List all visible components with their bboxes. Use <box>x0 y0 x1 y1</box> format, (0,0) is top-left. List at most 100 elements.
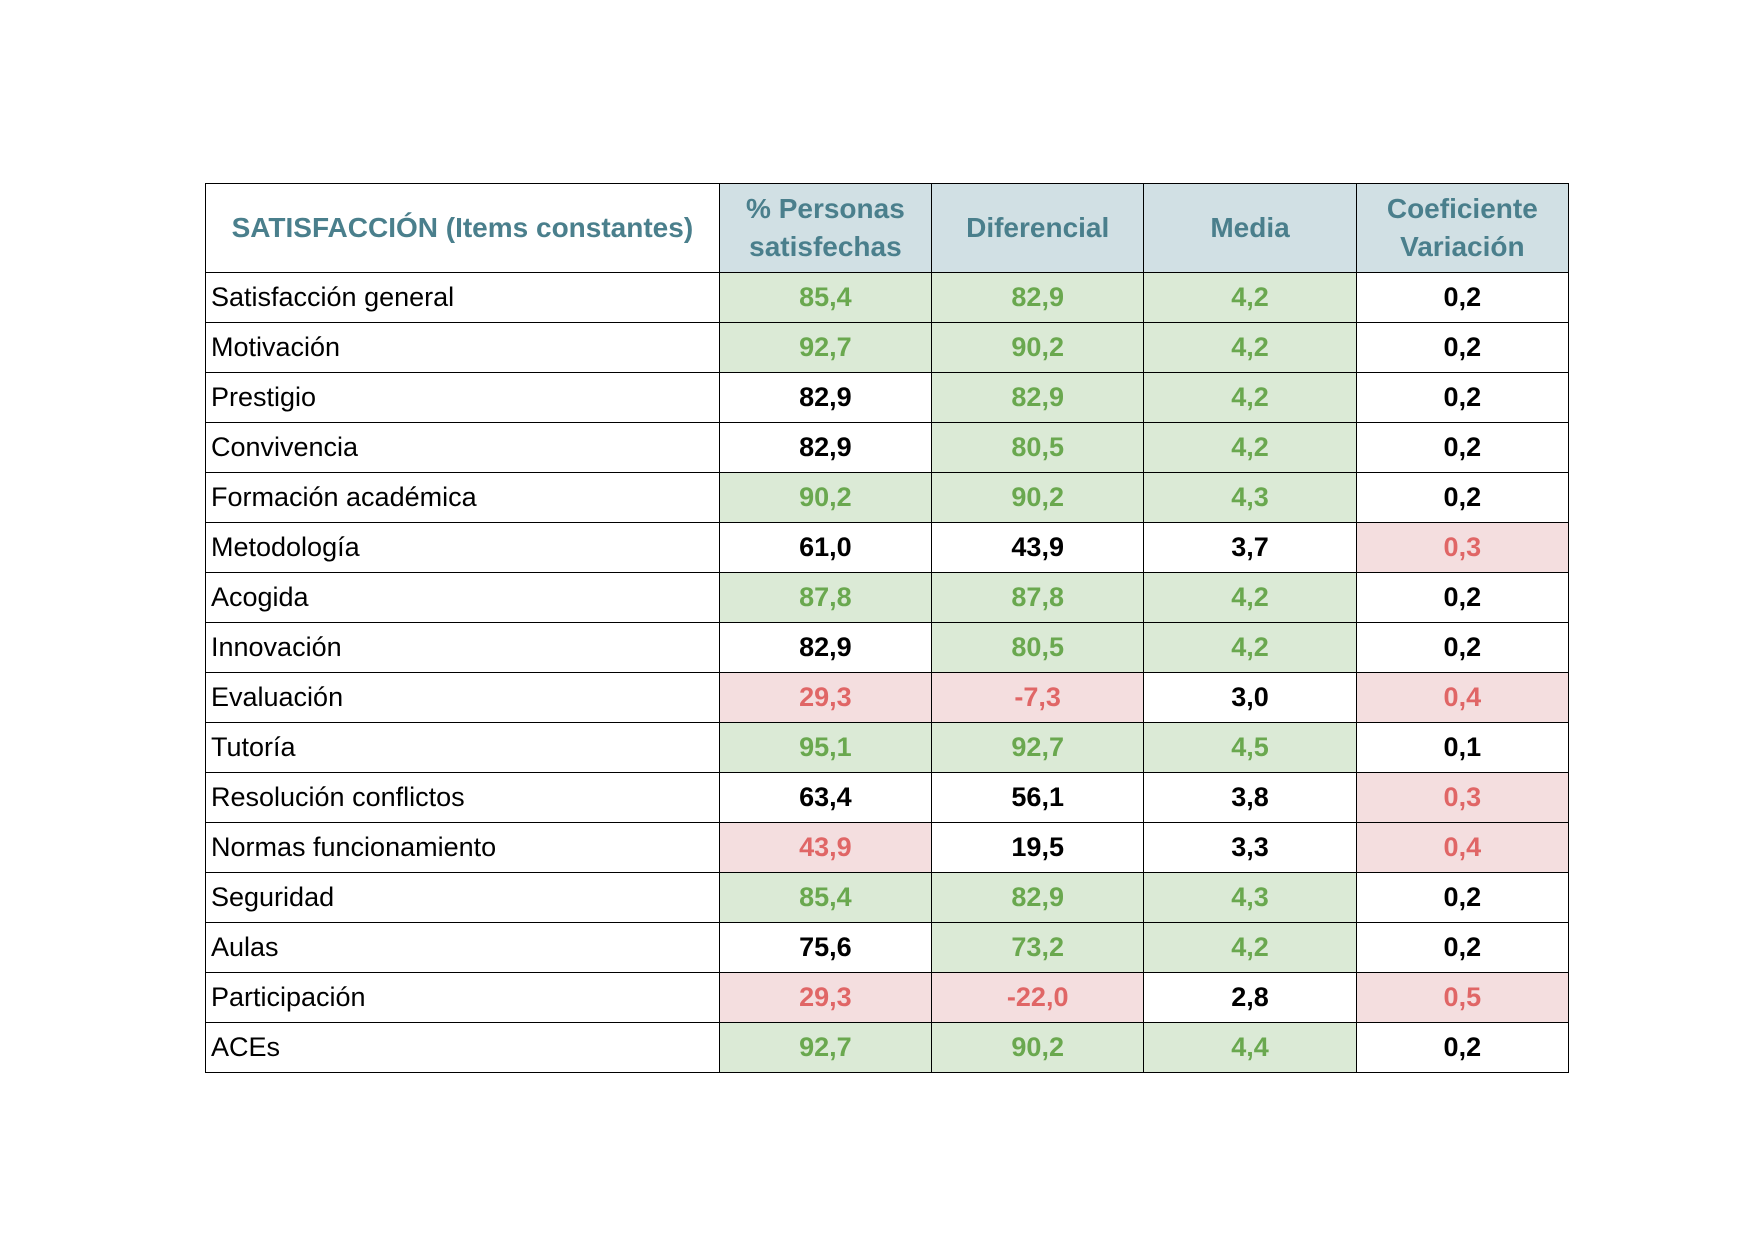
mean-cell: 4,2 <box>1143 422 1357 473</box>
table-row: Satisfacción general 85,4 82,9 4,2 0,2 <box>205 272 1570 323</box>
row-label: Aulas <box>205 922 720 973</box>
differential-cell: 80,5 <box>931 422 1145 473</box>
row-label: Formación académica <box>205 472 720 523</box>
differential-cell: 82,9 <box>931 872 1145 923</box>
coefficient-variation-cell: 0,4 <box>1355 822 1570 873</box>
differential-cell: 90,2 <box>931 1022 1145 1073</box>
mean-cell: 4,2 <box>1143 372 1357 423</box>
row-label: Satisfacción general <box>205 272 720 323</box>
coefficient-variation-cell: 0,3 <box>1355 772 1570 823</box>
coefficient-variation-cell: 0,2 <box>1355 872 1570 923</box>
differential-cell: 82,9 <box>931 272 1145 323</box>
percent-satisfied-cell: 43,9 <box>718 822 933 873</box>
differential-cell: 90,2 <box>931 472 1145 523</box>
coefficient-variation-cell: 0,2 <box>1355 322 1570 373</box>
percent-satisfied-cell: 90,2 <box>718 472 933 523</box>
table-row: Innovación 82,9 80,5 4,2 0,2 <box>205 622 1570 673</box>
coefficient-variation-cell: 0,2 <box>1355 272 1570 323</box>
differential-cell: 19,5 <box>931 822 1145 873</box>
table-row: Aulas 75,6 73,2 4,2 0,2 <box>205 922 1570 973</box>
table-row: Formación académica 90,2 90,2 4,3 0,2 <box>205 472 1570 523</box>
coefficient-variation-cell: 0,2 <box>1355 372 1570 423</box>
mean-cell: 4,2 <box>1143 622 1357 673</box>
coefficient-variation-cell: 0,2 <box>1355 622 1570 673</box>
header-item-column: SATISFACCIÓN (Items constantes) <box>205 183 720 273</box>
coefficient-variation-cell: 0,2 <box>1355 922 1570 973</box>
percent-satisfied-cell: 92,7 <box>718 1022 933 1073</box>
table-row: Resolución conflictos 63,4 56,1 3,8 0,3 <box>205 772 1570 823</box>
mean-cell: 4,2 <box>1143 572 1357 623</box>
table-row: Acogida 87,8 87,8 4,2 0,2 <box>205 572 1570 623</box>
percent-satisfied-cell: 87,8 <box>718 572 933 623</box>
coefficient-variation-cell: 0,3 <box>1355 522 1570 573</box>
header-percent-satisfied: % Personas satisfechas <box>718 183 933 273</box>
percent-satisfied-cell: 82,9 <box>718 422 933 473</box>
header-coefficient-variation: Coeficiente Variación <box>1355 183 1570 273</box>
row-label: Tutoría <box>205 722 720 773</box>
differential-cell: 43,9 <box>931 522 1145 573</box>
differential-cell: 82,9 <box>931 372 1145 423</box>
percent-satisfied-cell: 95,1 <box>718 722 933 773</box>
differential-cell: -22,0 <box>931 972 1145 1023</box>
coefficient-variation-cell: 0,1 <box>1355 722 1570 773</box>
mean-cell: 4,4 <box>1143 1022 1357 1073</box>
mean-cell: 4,2 <box>1143 272 1357 323</box>
row-label: Resolución conflictos <box>205 772 720 823</box>
row-label: Evaluación <box>205 672 720 723</box>
percent-satisfied-cell: 29,3 <box>718 672 933 723</box>
table-row: ACEs 92,7 90,2 4,4 0,2 <box>205 1022 1570 1073</box>
table-row: Prestigio 82,9 82,9 4,2 0,2 <box>205 372 1570 423</box>
differential-cell: 92,7 <box>931 722 1145 773</box>
table-row: Normas funcionamiento 43,9 19,5 3,3 0,4 <box>205 822 1570 873</box>
mean-cell: 3,8 <box>1143 772 1357 823</box>
differential-cell: 90,2 <box>931 322 1145 373</box>
table-header: SATISFACCIÓN (Items constantes) % Person… <box>205 183 1570 273</box>
differential-cell: 73,2 <box>931 922 1145 973</box>
mean-cell: 3,3 <box>1143 822 1357 873</box>
percent-satisfied-cell: 61,0 <box>718 522 933 573</box>
percent-satisfied-cell: 82,9 <box>718 372 933 423</box>
row-label: Motivación <box>205 322 720 373</box>
table-row: Evaluación 29,3 -7,3 3,0 0,4 <box>205 672 1570 723</box>
header-differential: Diferencial <box>931 183 1145 273</box>
differential-cell: 80,5 <box>931 622 1145 673</box>
mean-cell: 3,0 <box>1143 672 1357 723</box>
row-label: Convivencia <box>205 422 720 473</box>
table-row: Motivación 92,7 90,2 4,2 0,2 <box>205 322 1570 373</box>
table-row: Convivencia 82,9 80,5 4,2 0,2 <box>205 422 1570 473</box>
percent-satisfied-cell: 29,3 <box>718 972 933 1023</box>
coefficient-variation-cell: 0,2 <box>1355 422 1570 473</box>
table-body: Satisfacción general 85,4 82,9 4,2 0,2 Motiva… <box>205 272 1570 1073</box>
mean-cell: 4,3 <box>1143 872 1357 923</box>
percent-satisfied-cell: 85,4 <box>718 872 933 923</box>
coefficient-variation-cell: 0,2 <box>1355 472 1570 523</box>
row-label: Acogida <box>205 572 720 623</box>
percent-satisfied-cell: 82,9 <box>718 622 933 673</box>
table-row: Tutoría 95,1 92,7 4,5 0,1 <box>205 722 1570 773</box>
coefficient-variation-cell: 0,2 <box>1355 572 1570 623</box>
row-label: Normas funcionamiento <box>205 822 720 873</box>
mean-cell: 4,2 <box>1143 922 1357 973</box>
coefficient-variation-cell: 0,4 <box>1355 672 1570 723</box>
coefficient-variation-cell: 0,5 <box>1355 972 1570 1023</box>
row-label: ACEs <box>205 1022 720 1073</box>
mean-cell: 4,2 <box>1143 322 1357 373</box>
mean-cell: 2,8 <box>1143 972 1357 1023</box>
row-label: Seguridad <box>205 872 720 923</box>
percent-satisfied-cell: 75,6 <box>718 922 933 973</box>
mean-cell: 3,7 <box>1143 522 1357 573</box>
percent-satisfied-cell: 85,4 <box>718 272 933 323</box>
table-row: Seguridad 85,4 82,9 4,3 0,2 <box>205 872 1570 923</box>
satisfaction-table: SATISFACCIÓN (Items constantes) % Person… <box>205 183 1570 1073</box>
row-label: Metodología <box>205 522 720 573</box>
row-label: Participación <box>205 972 720 1023</box>
percent-satisfied-cell: 63,4 <box>718 772 933 823</box>
mean-cell: 4,5 <box>1143 722 1357 773</box>
differential-cell: 56,1 <box>931 772 1145 823</box>
coefficient-variation-cell: 0,2 <box>1355 1022 1570 1073</box>
header-mean: Media <box>1143 183 1357 273</box>
differential-cell: -7,3 <box>931 672 1145 723</box>
mean-cell: 4,3 <box>1143 472 1357 523</box>
header-row: SATISFACCIÓN (Items constantes) % Person… <box>205 183 1570 273</box>
row-label: Prestigio <box>205 372 720 423</box>
